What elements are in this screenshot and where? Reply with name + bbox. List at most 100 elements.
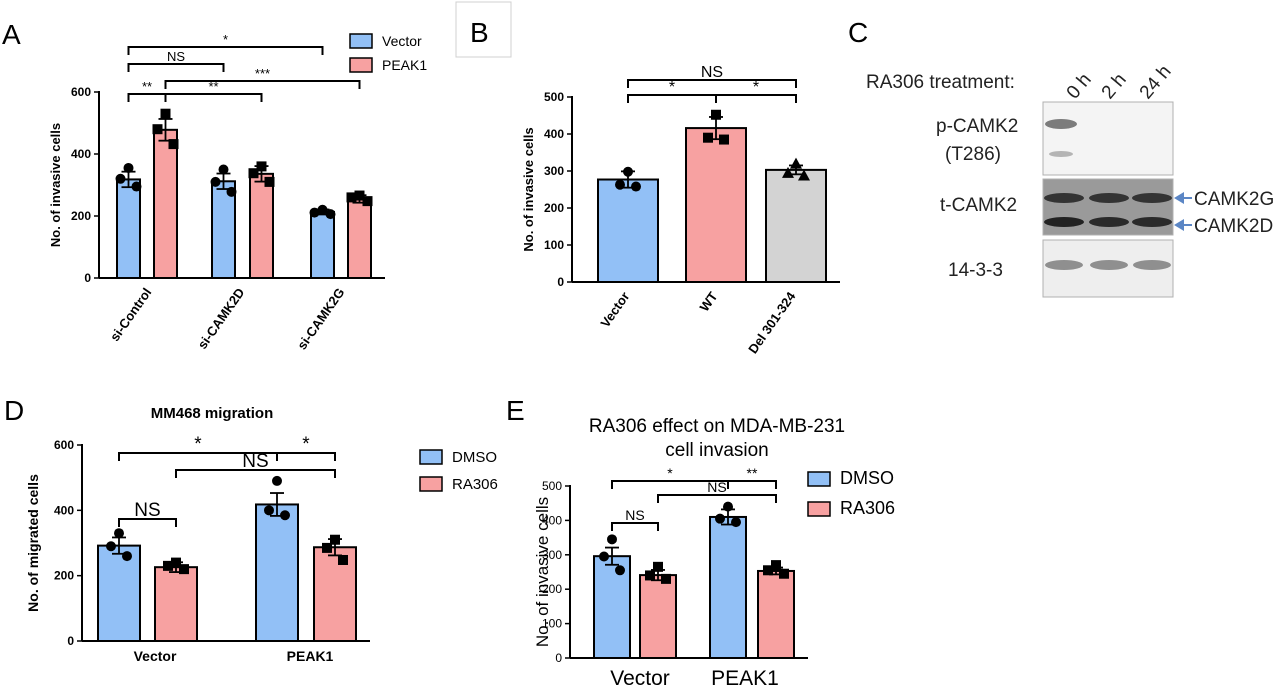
data-point	[272, 475, 282, 486]
timepoint-24h: 24 h	[1136, 61, 1176, 103]
y-tick-label: 0	[67, 634, 74, 648]
data-point	[218, 164, 229, 175]
y-axis-title: No. of invasive cells	[48, 123, 63, 247]
data-point	[715, 513, 725, 524]
x-tick-label: Vector	[134, 648, 177, 664]
data-point	[210, 176, 221, 187]
legend-label-1: RA306	[452, 476, 498, 493]
data-point	[599, 551, 609, 562]
panel-label-d: D	[4, 395, 24, 426]
data-point	[152, 124, 163, 135]
legend-label-1: RA306	[840, 498, 895, 518]
chart-title: MM468 migration	[151, 405, 274, 422]
bar-e-1-0	[639, 574, 677, 660]
panel-label-e: E	[506, 395, 525, 426]
y-tick-label: 400	[544, 127, 564, 141]
timepoint-0h: 0 h	[1063, 69, 1096, 103]
data-point	[115, 173, 126, 184]
y-tick-label: 400	[54, 503, 74, 517]
bar-a-1-1	[249, 172, 274, 279]
band-pcamk2-0h	[1045, 119, 1077, 129]
significance-bracket	[127, 46, 324, 55]
chart-d: MM468 migration 0 200 400 600 No. of migrated…	[25, 405, 498, 664]
bar-b-0-2	[765, 168, 827, 283]
significance-label: NS	[707, 479, 726, 495]
bar-b-0-0	[597, 178, 659, 283]
data-point	[719, 134, 729, 145]
y-tick-label: 200	[54, 569, 74, 583]
arrow-camk2g	[1174, 192, 1192, 204]
y-tick-label: 300	[542, 548, 562, 562]
band-1433-2h	[1090, 260, 1128, 270]
chart-a: 0 200 400 600 No. of invasive cells si-Contro…	[48, 32, 427, 352]
band-camk2d-24h	[1132, 217, 1172, 227]
data-point	[346, 192, 357, 203]
data-point	[703, 132, 713, 143]
data-point	[607, 534, 617, 545]
y-tick-label: 200	[544, 201, 564, 215]
data-point	[179, 564, 189, 575]
significance-bracket	[175, 469, 336, 478]
significance-bracket	[276, 452, 336, 461]
data-point	[309, 207, 320, 218]
data-point	[338, 554, 348, 565]
chart-title: RA306 effect on MDA-MB-231 cell invasion	[589, 416, 845, 461]
y-tick-label: 0	[557, 275, 564, 289]
western-blot-panel: RA306 treatment: 0 h 2 h 24 h p-CAMK2 (T…	[866, 61, 1274, 298]
y-tick-label: 500	[542, 479, 562, 493]
significance-bracket	[164, 93, 263, 102]
data-point	[731, 517, 741, 528]
arrow-label-camk2g: CAMK2G	[1194, 189, 1274, 210]
data-point	[782, 166, 794, 178]
data-point	[631, 181, 641, 192]
x-tick-label: si-Control	[107, 285, 154, 344]
data-point	[330, 534, 340, 545]
data-point	[256, 161, 267, 172]
bar-d-0-1	[255, 503, 299, 642]
significance-bracket	[127, 63, 225, 72]
row-label-tcamk2: t-CAMK2	[940, 195, 1017, 216]
legend-swatch-1	[807, 501, 831, 517]
data-point	[623, 166, 633, 177]
significance-label: NS	[134, 500, 160, 521]
y-axis-title: No. of invasive cells	[533, 497, 552, 647]
significance-bracket	[627, 79, 797, 88]
band-camk2g-24h	[1132, 193, 1172, 203]
treatment-label: RA306 treatment:	[866, 72, 1015, 93]
y-tick-label: 300	[544, 164, 564, 178]
data-point	[362, 196, 373, 207]
y-tick-label: 100	[542, 617, 562, 631]
significance-bracket	[127, 93, 167, 102]
y-tick-label: 0	[84, 271, 91, 285]
data-point	[160, 108, 171, 119]
x-tick-label: si-CAMK2G	[294, 285, 347, 352]
data-point	[114, 528, 124, 539]
significance-label: *	[223, 32, 228, 47]
row-label-1433: 14-3-3	[948, 260, 1003, 281]
data-point	[123, 162, 134, 173]
legend-swatch-1	[419, 476, 443, 492]
row-label-t286: (T286)	[945, 144, 1001, 165]
y-tick-label: 600	[71, 85, 91, 99]
legend-swatch-1	[349, 57, 373, 73]
data-point	[168, 139, 179, 150]
x-tick-label: si-CAMK2D	[195, 285, 248, 352]
band-1433-24h	[1133, 260, 1171, 270]
bar-d-1-0	[154, 566, 198, 643]
data-point	[163, 560, 173, 571]
data-point	[248, 168, 259, 179]
data-point	[615, 179, 625, 190]
data-point	[264, 505, 274, 516]
significance-bracket	[118, 518, 177, 527]
data-point	[122, 551, 132, 562]
legend-label-0: DMSO	[840, 468, 894, 488]
significance-bracket	[657, 494, 777, 503]
y-axis-title: No. of migrated cells	[25, 474, 41, 612]
bar-b-0-1	[685, 127, 747, 283]
significance-label: NS	[625, 507, 644, 523]
significance-label: NS	[167, 49, 185, 64]
title-line-1: RA306 effect on MDA-MB-231	[589, 416, 845, 437]
title-line-2: cell invasion	[665, 440, 769, 461]
data-point	[615, 565, 625, 576]
bar-a-0-0	[116, 178, 141, 279]
